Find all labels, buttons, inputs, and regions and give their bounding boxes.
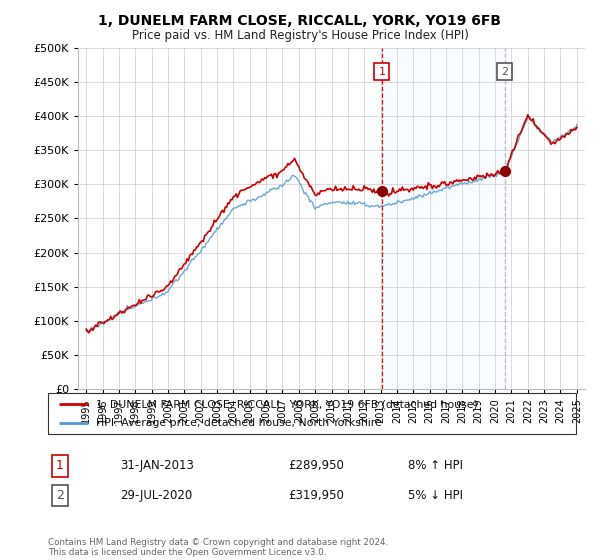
Text: 2: 2 (56, 489, 64, 502)
Text: 8% ↑ HPI: 8% ↑ HPI (408, 459, 463, 473)
Text: £289,950: £289,950 (288, 459, 344, 473)
Text: Price paid vs. HM Land Registry's House Price Index (HPI): Price paid vs. HM Land Registry's House … (131, 29, 469, 42)
Text: 29-JUL-2020: 29-JUL-2020 (120, 489, 192, 502)
Bar (382, 48, 505, 389)
Text: 2: 2 (501, 67, 508, 77)
Text: Contains HM Land Registry data © Crown copyright and database right 2024.
This d: Contains HM Land Registry data © Crown c… (48, 538, 388, 557)
Text: 1: 1 (379, 67, 385, 77)
Text: 5% ↓ HPI: 5% ↓ HPI (408, 489, 463, 502)
Text: 1: 1 (56, 459, 64, 473)
Text: 31-JAN-2013: 31-JAN-2013 (120, 459, 194, 473)
Text: 1, DUNELM FARM CLOSE, RICCALL, YORK, YO19 6FB (detached house): 1, DUNELM FARM CLOSE, RICCALL, YORK, YO1… (95, 399, 477, 409)
Text: 1, DUNELM FARM CLOSE, RICCALL, YORK, YO19 6FB: 1, DUNELM FARM CLOSE, RICCALL, YORK, YO1… (98, 14, 502, 28)
Text: £319,950: £319,950 (288, 489, 344, 502)
Text: HPI: Average price, detached house, North Yorkshire: HPI: Average price, detached house, Nort… (95, 418, 381, 428)
